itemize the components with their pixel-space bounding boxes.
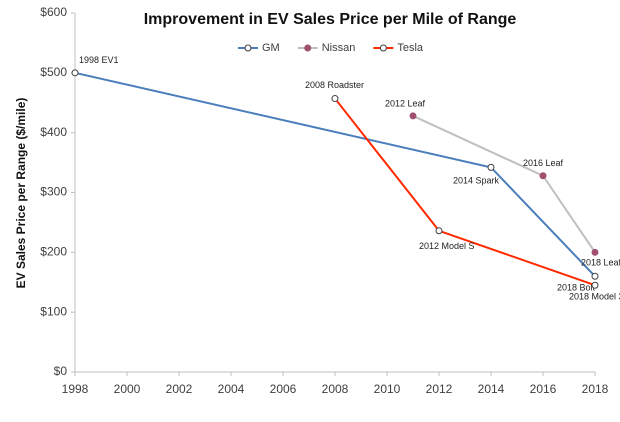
y-tick-label: $0 [54,364,68,378]
point-label: 2018 Leaf [581,258,620,268]
legend-marker [379,44,387,52]
x-tick-label: 2008 [322,382,349,396]
x-tick-label: 2006 [270,382,297,396]
legend-marker [244,44,252,52]
legend-label: Nissan [322,42,356,54]
legend-label: Tesla [397,42,424,54]
y-tick-label: $500 [40,65,67,79]
x-tick-label: 2002 [166,382,193,396]
y-tick-label: $300 [40,185,67,199]
point-label: 2018 Bolt [557,283,596,293]
y-tick-label: $600 [40,5,67,19]
point-label: 2008 Roadster [305,80,364,90]
x-tick-label: 2016 [530,382,557,396]
data-point [435,227,443,235]
point-label: 2012 Leaf [385,98,426,108]
data-point [71,69,79,77]
data-point [409,112,417,120]
point-label: 2014 Spark [453,176,500,186]
x-tick-label: 2014 [478,382,505,396]
x-tick-label: 2000 [114,382,141,396]
chart-title: Improvement in EV Sales Price per Mile o… [144,11,517,28]
data-point [591,281,599,289]
data-point [331,95,339,103]
series-line [74,71,596,277]
x-tick-label: 2004 [218,382,245,396]
x-tick-label: 2018 [582,382,609,396]
point-label: 2016 Leaf [523,158,564,168]
y-tick-label: $200 [40,245,67,259]
x-tick-label: 2010 [374,382,401,396]
point-label: 1998 EV1 [79,55,119,65]
point-label: 2012 Model S [419,241,475,251]
y-axis-label: EV Sales Price per Range ($/mile) [14,98,28,289]
x-tick-label: 1998 [62,382,89,396]
y-tick-label: $400 [40,125,67,139]
y-tick-label: $100 [40,304,67,318]
legend-marker [304,44,312,52]
data-point [539,172,547,180]
point-label: 2018 Model 3 [569,292,620,302]
data-point [591,248,599,256]
series-line [334,97,596,287]
data-point [487,163,495,171]
data-point [591,272,599,280]
legend-label: GM [262,42,280,54]
x-tick-label: 2012 [426,382,453,396]
